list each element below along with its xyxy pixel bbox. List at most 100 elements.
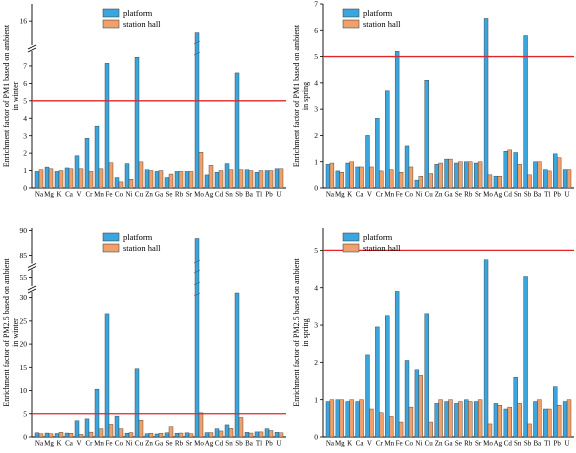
x-tick-label-ni: Ni bbox=[415, 440, 422, 448]
platform-bar-cu bbox=[134, 368, 140, 438]
axis-break-gap bbox=[28, 45, 36, 51]
legend-label-platform: platform bbox=[363, 8, 393, 18]
legend-label-station-hall: station hall bbox=[363, 19, 401, 29]
y-tick-label: 1 bbox=[314, 157, 318, 166]
x-tick-label-tl: Tl bbox=[256, 191, 262, 199]
y-tick-label: 5 bbox=[23, 409, 27, 418]
x-tick-label-ca: Ca bbox=[65, 440, 74, 448]
y-axis-label: in winter bbox=[11, 81, 20, 110]
x-tick-label-sn: Sn bbox=[514, 191, 522, 199]
platform-bar-sb bbox=[234, 292, 240, 438]
y-axis-label: in winter bbox=[11, 318, 20, 347]
platform-bar-pb bbox=[553, 386, 558, 438]
x-tick-label-sn: Sn bbox=[225, 191, 233, 199]
chart-4: 0 1 2 3 4 5 Na Mg K Ca V Cr Mn Fe Co Ni Cu Zn Ga Se Rb Sr Mo Ag… bbox=[292, 228, 574, 448]
y-tick-label: 25 bbox=[20, 316, 28, 325]
platform-bar-co bbox=[404, 360, 410, 438]
platform-bar-ga bbox=[444, 401, 449, 438]
platform-bar-co bbox=[114, 415, 120, 438]
x-tick-label-ga: Ga bbox=[155, 191, 164, 199]
x-tick-label-ba: Ba bbox=[534, 191, 543, 199]
station-hall-bar-sb bbox=[527, 423, 532, 438]
x-tick-label-v: V bbox=[76, 440, 81, 448]
x-tick-label-u: U bbox=[276, 191, 281, 199]
platform-bar-v bbox=[365, 354, 370, 438]
bar-break-mark bbox=[193, 281, 201, 286]
x-tick-label-mn: Mn bbox=[384, 440, 394, 448]
x-tick-label-ba: Ba bbox=[245, 440, 254, 448]
platform-bar-ba bbox=[244, 169, 250, 189]
station-hall-bar-se bbox=[168, 426, 174, 438]
platform-bar-ba bbox=[533, 401, 538, 438]
x-tick-label-k: K bbox=[347, 440, 352, 448]
x-tick-label-cr: Cr bbox=[86, 191, 94, 199]
station-hall-bar-pb bbox=[268, 430, 274, 438]
x-tick-label-ag: Ag bbox=[205, 440, 214, 448]
y-tick-label: 0 bbox=[314, 184, 318, 193]
y-tick-label: 55 bbox=[20, 273, 28, 282]
y-tick-label: 30 bbox=[20, 293, 28, 302]
station-hall-bar-cd bbox=[507, 406, 512, 438]
platform-bar-zn bbox=[434, 403, 439, 438]
y-tick-label: 4 bbox=[314, 78, 318, 87]
station-hall-bar-sr bbox=[188, 171, 194, 189]
platform-bar-rb bbox=[464, 161, 469, 189]
platform-bar-ba bbox=[244, 432, 250, 438]
legend-swatch-platform bbox=[342, 8, 360, 18]
station-hall-bar-pb bbox=[268, 170, 274, 189]
x-tick-label-rb: Rb bbox=[464, 191, 473, 199]
platform-bar-cu bbox=[424, 80, 429, 189]
legend-label-station-hall: station hall bbox=[363, 243, 401, 253]
x-tick-label-cr: Cr bbox=[376, 440, 384, 448]
y-tick-label: 1 bbox=[23, 166, 27, 175]
y-tick-label: 6 bbox=[23, 79, 27, 88]
platform-bar-pb bbox=[264, 170, 270, 189]
station-hall-bar-mn bbox=[389, 169, 394, 189]
platform-bar-v bbox=[74, 420, 80, 438]
x-tick-label-cu: Cu bbox=[135, 440, 144, 448]
x-tick-label-ga: Ga bbox=[155, 440, 164, 448]
x-tick-label-tl: Tl bbox=[544, 440, 550, 448]
platform-bar-ni bbox=[414, 369, 420, 438]
y-tick-label: 3 bbox=[314, 105, 318, 114]
y-tick-label: 2 bbox=[314, 131, 318, 140]
station-hall-bar-u bbox=[566, 399, 572, 438]
station-hall-bar-cd bbox=[218, 170, 224, 189]
x-tick-label-pb: Pb bbox=[553, 440, 561, 448]
x-tick-label-co: Co bbox=[115, 191, 124, 199]
station-hall-bar-mg bbox=[48, 433, 54, 438]
station-hall-bar-ca bbox=[68, 433, 74, 438]
platform-bar-sr bbox=[184, 171, 190, 189]
y-axis-label: Enrichment factor of PM2.5 based on ambi… bbox=[292, 258, 301, 407]
y-tick-label: 0 bbox=[314, 433, 318, 442]
platform-bar-sr bbox=[473, 162, 479, 189]
station-hall-bar-cd bbox=[218, 430, 224, 438]
platform-bar-sb bbox=[523, 276, 528, 438]
station-hall-bar-ni bbox=[418, 175, 424, 189]
axis-break-mark bbox=[27, 266, 37, 271]
y-axis-label: Enrichment factor of PM2.5 based on ambi… bbox=[2, 258, 11, 407]
station-hall-bar-sn bbox=[517, 164, 522, 189]
station-hall-bar-co bbox=[118, 181, 124, 189]
station-hall-bar-mg bbox=[339, 172, 344, 189]
station-hall-bar-ag bbox=[208, 165, 214, 189]
station-hall-bar-ni bbox=[418, 375, 424, 438]
platform-bar-se bbox=[454, 403, 459, 438]
legend-swatch-platform bbox=[102, 8, 120, 18]
y-tick-label: 4 bbox=[23, 114, 27, 123]
station-hall-bar-ba bbox=[537, 399, 542, 438]
platform-bar-na bbox=[34, 432, 40, 438]
x-tick-label-cu: Cu bbox=[135, 191, 144, 199]
platform-bar-sr bbox=[184, 432, 190, 438]
x-tick-label-mo: Mo bbox=[483, 191, 493, 199]
platform-bar-ag bbox=[204, 432, 210, 438]
x-tick-label-mo: Mo bbox=[483, 440, 493, 448]
y-axis-label: Enrichment factor of PM1 based on ambien… bbox=[292, 24, 301, 167]
platform-bar-mn bbox=[94, 125, 100, 189]
x-tick-label-sr: Sr bbox=[475, 440, 482, 448]
x-tick-label-v: V bbox=[367, 191, 372, 199]
platform-bar-ga bbox=[154, 171, 160, 189]
platform-bar-rb bbox=[174, 171, 180, 189]
platform-bar-mn bbox=[94, 388, 100, 438]
x-tick-label-mg: Mg bbox=[335, 191, 345, 199]
